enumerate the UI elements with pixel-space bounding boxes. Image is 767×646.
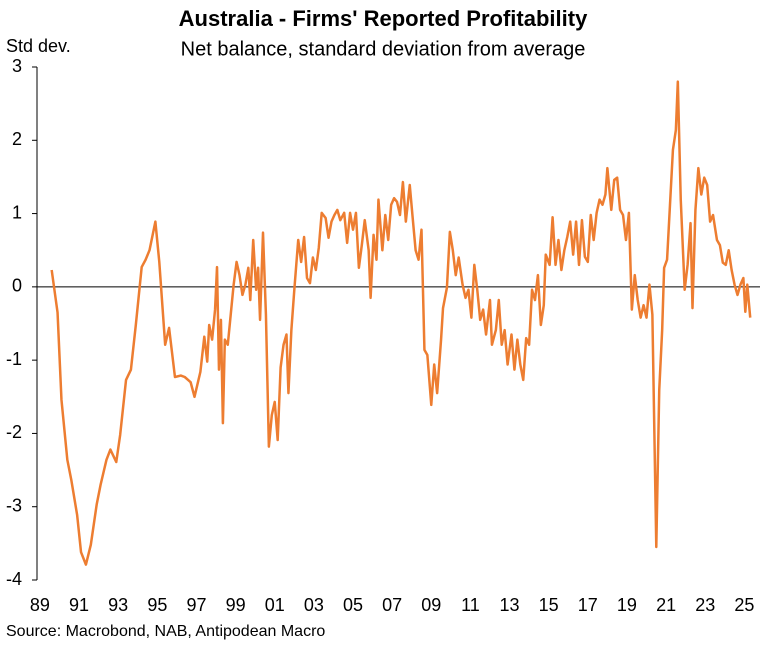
chart-title: Australia - Firms' Reported Profitabilit… [179,6,588,31]
y-axis-label: Std dev. [6,36,71,56]
x-tick-label: 21 [656,595,676,615]
x-tick-label: 15 [539,595,559,615]
y-tick-label: -2 [6,422,22,442]
y-tick-label: -4 [6,569,22,589]
x-tick-label: 05 [343,595,363,615]
x-tick-label: 11 [461,595,480,615]
y-tick-label: 1 [12,202,22,222]
y-tick-label: 3 [12,56,22,76]
x-tick-label: 97 [186,595,206,615]
x-tick-label: 07 [382,595,402,615]
x-tick-label: 95 [147,595,167,615]
chart-subtitle: Net balance, standard deviation from ave… [181,38,586,60]
y-tick-label: 0 [12,276,22,296]
x-tick-label: 19 [617,595,637,615]
x-tick-label: 23 [695,595,715,615]
data-line [50,80,752,566]
source-note: Source: Macrobond, NAB, Antipodean Macro [6,623,325,640]
x-tick-label: 17 [578,595,598,615]
y-tick-label: -3 [6,495,22,515]
x-tick-label: 09 [421,595,441,615]
x-tick-label: 91 [69,595,89,615]
x-tick-label: 99 [226,595,246,615]
x-tick-label: 01 [265,595,285,615]
y-tick-label: -1 [6,349,22,369]
x-tick-label: 89 [30,595,50,615]
y-tick-label: 2 [12,129,22,149]
x-tick-label: 13 [500,595,520,615]
x-tick-label: 03 [304,595,324,615]
x-tick-label: 93 [108,595,128,615]
x-tick-label: 25 [734,595,754,615]
